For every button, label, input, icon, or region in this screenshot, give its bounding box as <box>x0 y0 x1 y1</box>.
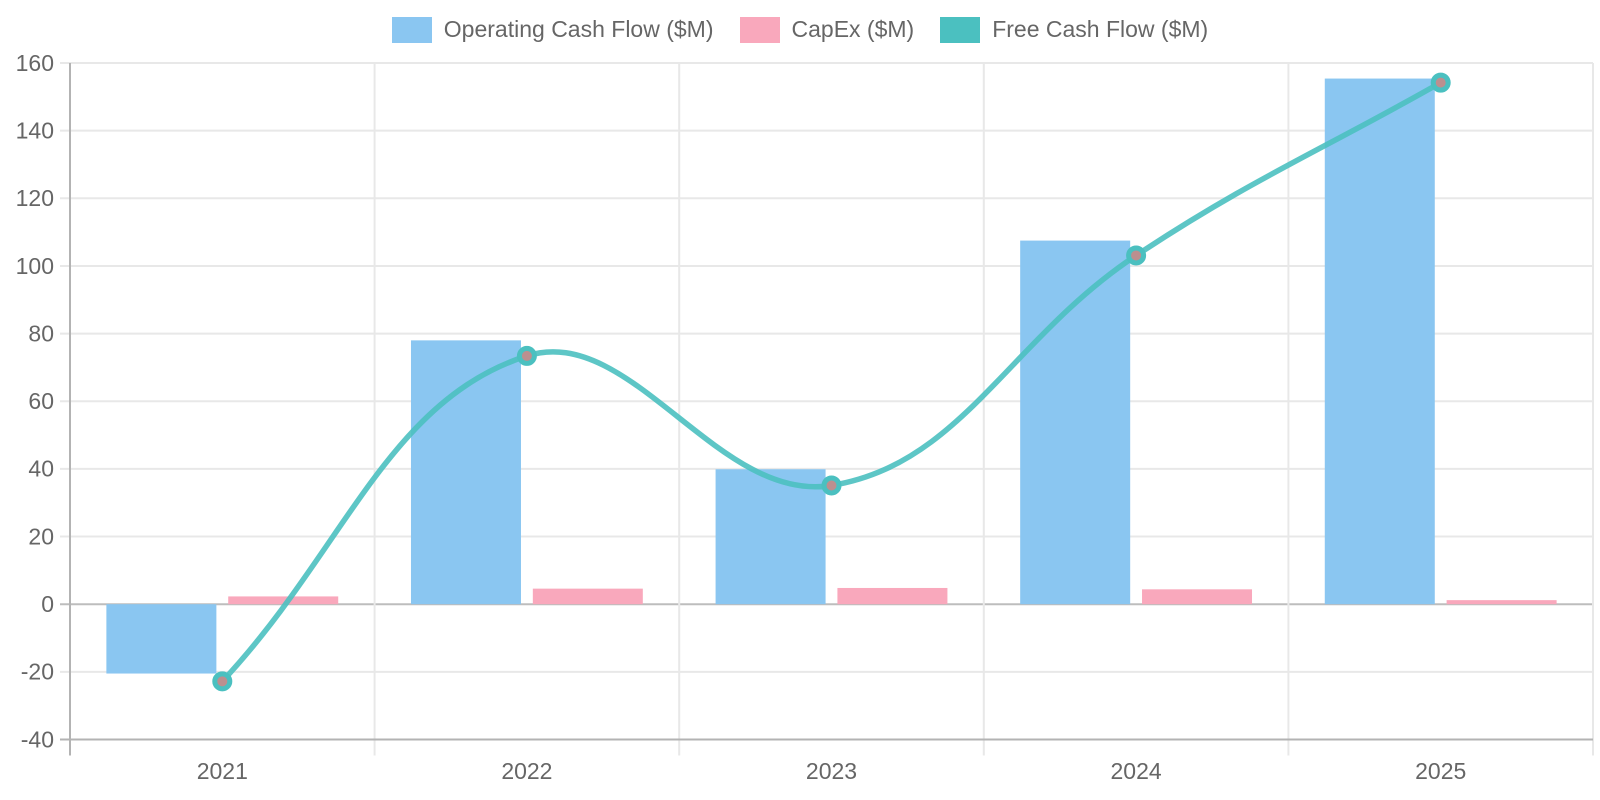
point-free-cash-flow-m-2021[interactable] <box>212 671 233 692</box>
bar-capex-m-2022[interactable] <box>532 588 643 605</box>
point-free-cash-flow-m-2025[interactable] <box>1430 72 1451 93</box>
bar-operating-cash-flow-m-2021[interactable] <box>106 604 217 674</box>
y-tick-label-160: 160 <box>16 50 54 76</box>
legend-item-operating-cash-flow[interactable]: Operating Cash Flow ($M) <box>391 16 714 43</box>
bar-capex-m-2023[interactable] <box>837 587 948 605</box>
legend-item-free-cash-flow[interactable]: Free Cash Flow ($M) <box>940 16 1208 43</box>
bar-operating-cash-flow-m-2025[interactable] <box>1324 78 1435 605</box>
axis-borders <box>60 63 1593 741</box>
bar-operating-cash-flow-m-2024[interactable] <box>1020 240 1131 605</box>
point-free-cash-flow-m-2024[interactable] <box>1126 245 1147 266</box>
y-tick-label--40: -40 <box>21 726 54 752</box>
bar-capex-m-2021[interactable] <box>228 596 339 605</box>
legend-swatch-operating-cash-flow <box>391 16 432 43</box>
bar-series-capex-m <box>228 587 1557 605</box>
legend-item-capex[interactable]: CapEx ($M) <box>739 16 915 43</box>
legend-label-operating-cash-flow: Operating Cash Flow ($M) <box>443 16 714 42</box>
x-tick-label-2022: 2022 <box>501 758 552 784</box>
line-series-free-cash-flow-m <box>219 79 1444 685</box>
y-tick-label-60: 60 <box>28 388 54 414</box>
y-tick-label-20: 20 <box>28 523 54 549</box>
y-tick-label-100: 100 <box>16 253 54 279</box>
legend-swatch-capex <box>739 16 780 43</box>
point-free-cash-flow-m-2022[interactable] <box>516 345 537 366</box>
bar-operating-cash-flow-m-2022[interactable] <box>410 340 521 605</box>
y-tick-label-40: 40 <box>28 456 54 482</box>
line-points-free-cash-flow-m <box>212 72 1451 692</box>
y-tick-label-120: 120 <box>16 185 54 211</box>
bar-capex-m-2025[interactable] <box>1446 600 1557 605</box>
x-tick-label-2023: 2023 <box>806 758 857 784</box>
y-tick-label--20: -20 <box>21 659 54 685</box>
line-free-cash-flow-m <box>219 79 1444 685</box>
chart-legend: Operating Cash Flow ($M) CapEx ($M) Free… <box>0 16 1600 43</box>
bar-series-operating-cash-flow-m <box>106 78 1435 674</box>
y-tick-label-80: 80 <box>28 320 54 346</box>
point-free-cash-flow-m-2023[interactable] <box>821 475 842 496</box>
y-tick-label-0: 0 <box>41 591 54 617</box>
y-tick-label-140: 140 <box>16 117 54 143</box>
bar-operating-cash-flow-m-2023[interactable] <box>715 469 826 605</box>
legend-label-capex: CapEx ($M) <box>791 16 915 42</box>
x-tick-label-2024: 2024 <box>1111 758 1162 784</box>
legend-swatch-free-cash-flow <box>940 16 981 43</box>
y-axis-labels: -40 -20 0 20 40 60 80 100 120 140 160 <box>16 50 54 753</box>
x-tick-label-2021: 2021 <box>197 758 248 784</box>
legend-label-free-cash-flow: Free Cash Flow ($M) <box>992 16 1209 42</box>
bar-capex-m-2024[interactable] <box>1142 589 1253 605</box>
x-tick-label-2025: 2025 <box>1415 758 1466 784</box>
x-axis-labels: 2021 2022 2023 2024 2025 <box>197 758 1467 784</box>
